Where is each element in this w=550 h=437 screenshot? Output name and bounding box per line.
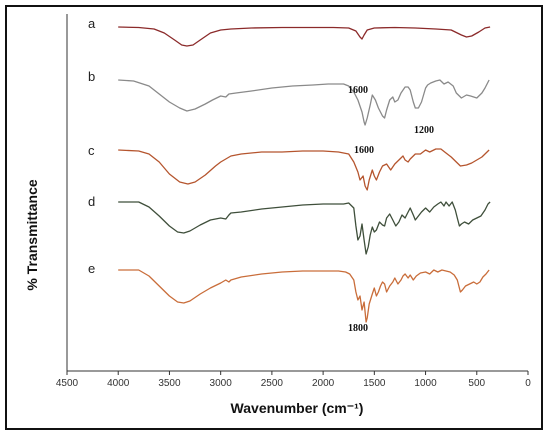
spectra-curves xyxy=(118,26,491,323)
peak-annotation: 1600 xyxy=(348,85,368,96)
spectrum-line-b xyxy=(118,79,490,126)
x-axis-title: Wavenumber (cm⁻¹) xyxy=(231,400,364,416)
x-tick-label: 2500 xyxy=(261,378,284,389)
x-tick-label: 4500 xyxy=(56,378,79,389)
peak-annotation: 1600 xyxy=(354,145,374,156)
x-tick-label: 4000 xyxy=(107,378,130,389)
figure-frame xyxy=(5,5,543,430)
x-tick-label: 2000 xyxy=(312,378,335,389)
x-tick-label: 0 xyxy=(525,378,531,389)
curve-labels: a b c d e xyxy=(88,16,96,276)
x-tick-label: 1500 xyxy=(363,378,386,389)
x-tick-label: 1000 xyxy=(414,378,437,389)
curve-label-b: b xyxy=(88,69,95,84)
y-axis-title: % Transmittance xyxy=(24,179,40,290)
spectrum-line-e xyxy=(118,269,490,323)
curve-label-c: c xyxy=(88,143,95,158)
peak-annotation: 1200 xyxy=(414,125,434,136)
peak-annotations: 1600 1600 1200 1800 xyxy=(348,85,434,334)
x-tick-label: 500 xyxy=(468,378,485,389)
curve-label-a: a xyxy=(88,16,96,31)
spectrum-line-c xyxy=(118,148,490,191)
x-axis-ticks: 4500 4000 3500 3000 2500 2000 1500 1000 500 0 xyxy=(56,371,531,389)
curve-label-d: d xyxy=(88,194,95,209)
peak-annotation: 1800 xyxy=(348,323,368,334)
spectrum-line-d xyxy=(118,201,491,255)
spectrum-line-a xyxy=(118,26,491,47)
curve-label-e: e xyxy=(88,261,95,276)
x-tick-label: 3500 xyxy=(158,378,181,389)
x-tick-label: 3000 xyxy=(210,378,233,389)
